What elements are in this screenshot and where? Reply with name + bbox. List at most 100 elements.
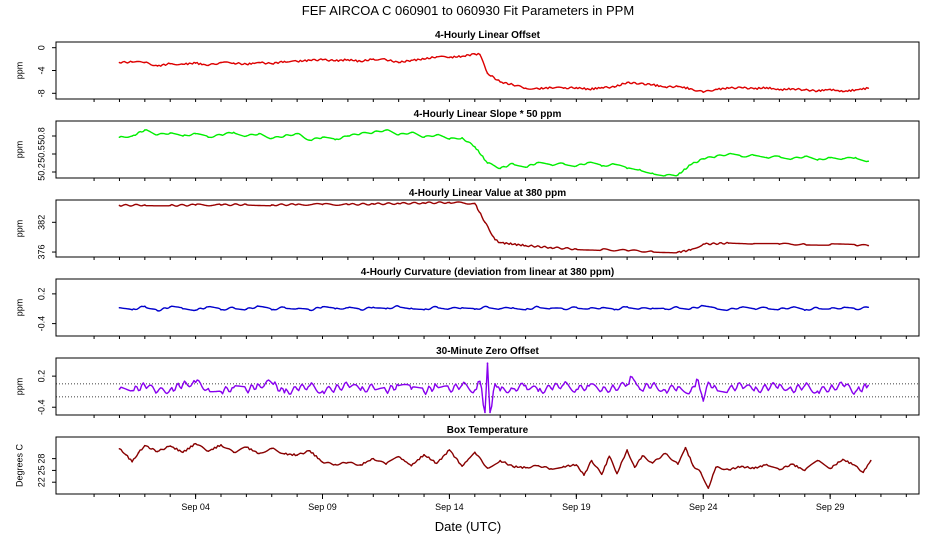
data-point xyxy=(423,390,425,393)
data-point xyxy=(638,168,641,171)
data-point xyxy=(715,307,717,310)
data-point xyxy=(524,384,527,387)
data-point xyxy=(484,411,486,414)
data-point xyxy=(258,61,260,64)
data-point xyxy=(372,58,375,60)
data-point xyxy=(600,86,603,89)
data-point xyxy=(550,468,552,470)
data-point xyxy=(512,465,514,468)
data-point xyxy=(245,63,248,66)
data-point xyxy=(283,391,286,394)
y-tick-label: -0.4 xyxy=(36,316,46,332)
data-point xyxy=(677,85,679,88)
data-point xyxy=(588,385,590,387)
data-point xyxy=(435,385,438,387)
data-point xyxy=(778,308,781,311)
data-point xyxy=(638,388,641,390)
data-point xyxy=(600,165,603,167)
data-point xyxy=(613,86,616,88)
data-point xyxy=(423,308,425,311)
data-point xyxy=(854,156,857,159)
data-point xyxy=(296,388,298,390)
data-point xyxy=(829,467,831,470)
data-point xyxy=(562,162,565,165)
data-point xyxy=(651,250,654,253)
data-point xyxy=(803,89,806,91)
data-point xyxy=(397,134,400,136)
data-point xyxy=(131,135,133,137)
data-point xyxy=(359,132,362,135)
data-point xyxy=(588,161,590,164)
data-point xyxy=(309,449,311,452)
data-point xyxy=(410,131,413,134)
data-point xyxy=(707,381,710,384)
data-point xyxy=(156,309,159,312)
data-point xyxy=(854,464,857,467)
x-axis: Sep 04 Sep 09 Sep 14 Sep 19 Sep 24 Sep 29 xyxy=(181,494,844,512)
data-point xyxy=(258,132,260,135)
data-point xyxy=(816,390,819,392)
data-point xyxy=(524,466,527,469)
data-point xyxy=(590,459,593,462)
data-point xyxy=(803,309,806,312)
data-point xyxy=(778,383,781,386)
data-point xyxy=(118,204,121,207)
data-point xyxy=(258,305,260,308)
data-point xyxy=(633,466,636,469)
data-point xyxy=(309,139,311,141)
data-point xyxy=(499,389,501,392)
data-point xyxy=(651,307,654,310)
series-line xyxy=(119,443,872,489)
data-point xyxy=(137,451,140,454)
data-point xyxy=(677,174,679,176)
data-point xyxy=(283,306,286,309)
data-point xyxy=(131,61,133,63)
data-point xyxy=(702,158,705,160)
data-point xyxy=(575,388,578,391)
data-point xyxy=(600,473,603,476)
data-point xyxy=(765,386,768,389)
data-point xyxy=(220,444,222,446)
data-point xyxy=(182,307,184,310)
data-point xyxy=(689,307,692,310)
data-point xyxy=(765,463,768,466)
data-point xyxy=(359,60,362,63)
data-point xyxy=(575,464,578,466)
data-point xyxy=(385,463,387,465)
data-point xyxy=(156,134,159,136)
data-point xyxy=(765,86,768,89)
data-point xyxy=(829,243,831,246)
panel-title: 4-Hourly Linear Value at 380 ppm xyxy=(409,188,566,199)
data-point xyxy=(397,305,400,308)
data-point xyxy=(131,460,133,463)
data-point xyxy=(537,390,540,392)
data-point xyxy=(512,83,514,86)
data-point xyxy=(372,203,375,205)
data-point xyxy=(550,86,552,89)
data-point xyxy=(232,131,235,134)
plot-frame xyxy=(55,120,920,179)
data-point xyxy=(258,452,260,455)
data-point xyxy=(258,384,260,386)
data-point xyxy=(479,380,481,383)
figure-title: FEF AIRCOA C 060901 to 060930 Fit Parame… xyxy=(302,3,634,18)
plot-frame xyxy=(55,41,920,100)
data-point xyxy=(854,244,857,246)
data-point xyxy=(296,454,298,456)
data-point xyxy=(740,86,743,89)
data-point xyxy=(169,132,172,134)
data-point xyxy=(194,309,197,312)
data-point xyxy=(435,305,438,308)
panel-2: 4-Hourly Linear Slope * 50 ppm 50.850.550… xyxy=(14,109,920,181)
data-point xyxy=(486,72,489,75)
data-point xyxy=(347,135,349,137)
data-point xyxy=(537,464,540,467)
x-axis-label: Date (UTC) xyxy=(435,519,501,534)
data-point xyxy=(689,390,692,392)
data-point xyxy=(182,383,184,386)
data-point xyxy=(562,383,565,386)
data-point xyxy=(562,308,565,311)
data-point xyxy=(296,307,298,310)
data-point xyxy=(296,132,298,135)
